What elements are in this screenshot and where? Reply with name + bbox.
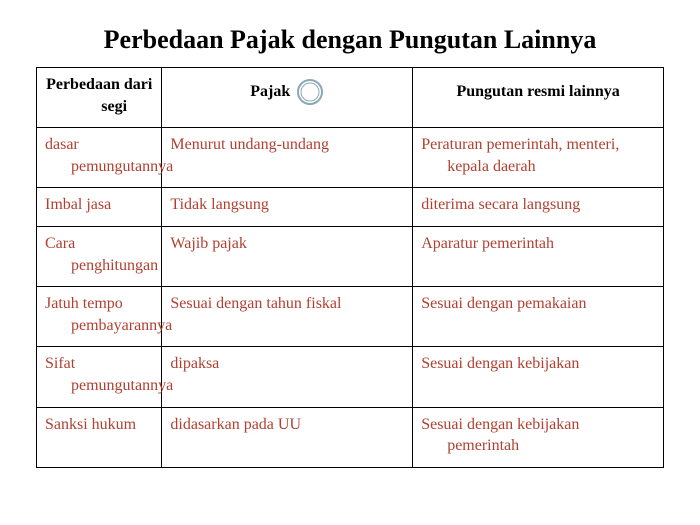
col-header-2-label: Pungutan resmi lainnya — [456, 81, 619, 103]
comparison-table: Perbedaan dari segi Pajak Pungutan resmi… — [36, 67, 664, 468]
table-row: Sifat pemungutannya dipaksa Sesuai denga… — [37, 347, 664, 407]
table-row: Jatuh tempo pembayarannya Sesuai dengan … — [37, 287, 664, 347]
col-header-2: Pungutan resmi lainnya — [413, 68, 664, 128]
cell: Jatuh tempo pembayarannya — [45, 293, 153, 336]
cell: Wajib pajak — [170, 233, 404, 255]
table-header-row: Perbedaan dari segi Pajak Pungutan resmi… — [37, 68, 664, 128]
cell: dipaksa — [170, 353, 404, 375]
cell: Sesuai dengan kebijakan — [421, 353, 655, 375]
cell: Menurut undang-undang — [170, 134, 404, 156]
page-title: Perbedaan Pajak dengan Pungutan Lainnya — [36, 25, 664, 55]
cell: diterima secara langsung — [421, 194, 655, 216]
cell: Imbal jasa — [45, 194, 153, 216]
table-row: Cara penghitungan Wajib pajak Aparatur p… — [37, 226, 664, 286]
table-row: dasar pemungutannya Menurut undang-undan… — [37, 128, 664, 188]
col-header-1: Pajak — [162, 68, 413, 128]
col-header-0-label: Perbedaan dari segi — [45, 74, 153, 117]
cell: Sanksi hukum — [45, 414, 153, 436]
table-body: dasar pemungutannya Menurut undang-undan… — [37, 128, 664, 468]
col-header-1-label: Pajak — [250, 81, 290, 103]
cell: Aparatur pemerintah — [421, 233, 655, 255]
cell: Sifat pemungutannya — [45, 353, 153, 396]
circle-icon — [296, 78, 324, 106]
table-row: Sanksi hukum didasarkan pada UU Sesuai d… — [37, 407, 664, 467]
cell: Sesuai dengan tahun fiskal — [170, 293, 404, 315]
cell: Peraturan pemerintah, menteri, kepala da… — [421, 134, 655, 177]
cell: Cara penghitungan — [45, 233, 153, 276]
table-row: Imbal jasa Tidak langsung diterima secar… — [37, 188, 664, 227]
col-header-0: Perbedaan dari segi — [37, 68, 162, 128]
cell: Sesuai dengan pemakaian — [421, 293, 655, 315]
cell: dasar pemungutannya — [45, 134, 153, 177]
cell: didasarkan pada UU — [170, 414, 404, 436]
cell: Tidak langsung — [170, 194, 404, 216]
cell: Sesuai dengan kebijakan pemerintah — [421, 414, 655, 457]
